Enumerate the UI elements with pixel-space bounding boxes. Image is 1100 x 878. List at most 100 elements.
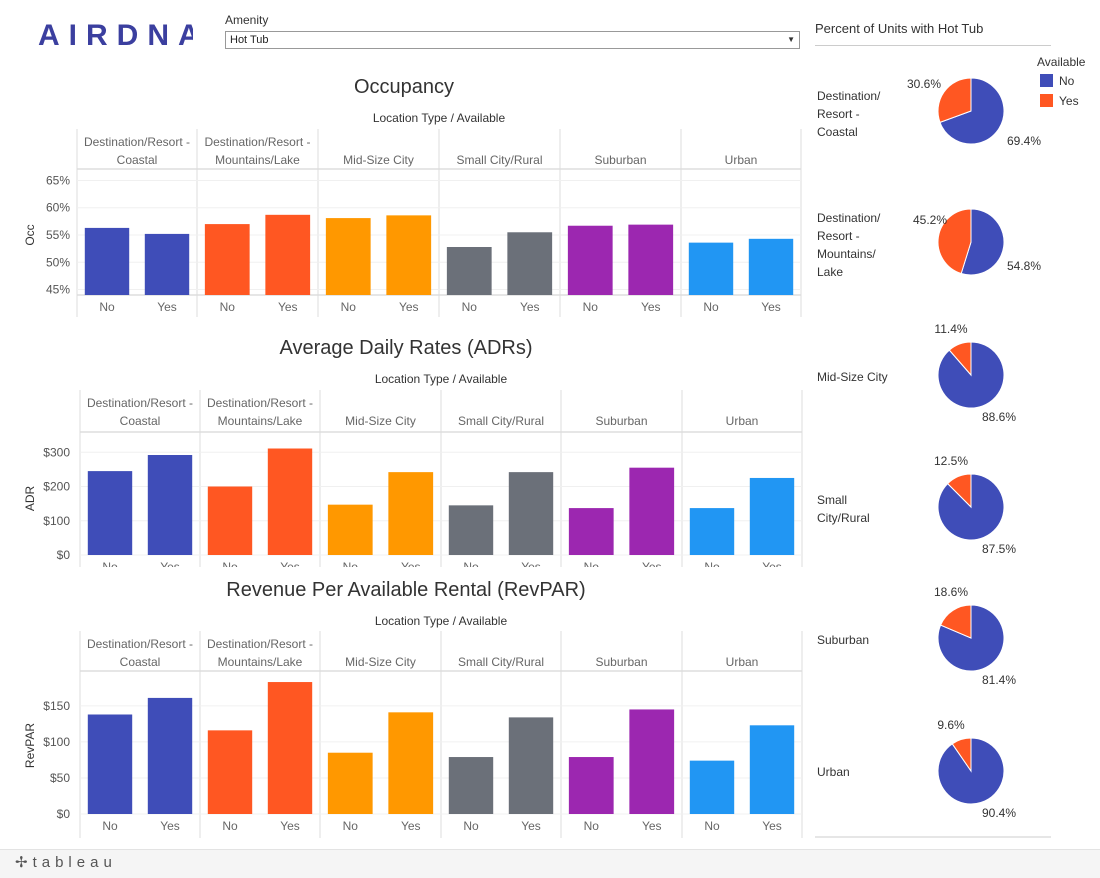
pie-slice-no[interactable] [939,77,1005,145]
bar[interactable] [204,224,250,295]
x-tick-label: No [583,300,599,314]
dropdown-arrow-icon[interactable]: ▼ [787,35,795,44]
y-tick-label: 45% [46,283,70,297]
y-tick-label: $0 [57,548,71,562]
bar[interactable] [749,477,795,555]
bar[interactable] [508,717,554,814]
pie-label-yes: 9.6% [937,718,965,732]
y-tick-label: 50% [46,255,70,269]
bar[interactable] [207,486,253,555]
bar[interactable] [207,730,253,814]
legend-item-yes[interactable]: Yes [1040,94,1079,108]
bar[interactable] [265,214,311,295]
bar[interactable] [689,760,735,814]
y-tick-label: $100 [43,514,70,528]
pie-slice-yes[interactable] [951,737,972,773]
y-axis-label: RevPAR [23,723,37,768]
category-label: Mid-Size City [345,655,416,669]
bar[interactable] [147,455,193,555]
bar[interactable] [688,242,734,295]
occupancy-chart: Occupancy Location Type / Available Occ 45%… [23,76,802,317]
x-tick-label: No [463,560,479,567]
pie-label-no: 81.4% [982,673,1016,687]
pie-slice-yes[interactable] [937,208,972,275]
category-label: Destination/Resort - [87,396,193,410]
pie-slice-yes[interactable] [939,604,972,639]
adr-chart: Average Daily Rates (ADRs) Location Type … [23,337,803,567]
category-label: Destination/Resort - [207,637,313,651]
column-header: Location Type / Available [375,614,508,628]
category-label: Destination/Resort - [84,135,190,149]
bar[interactable] [749,725,795,814]
chart-title: Revenue Per Available Rental (RevPAR) [226,579,585,601]
y-tick-label: $150 [43,699,70,713]
legend-swatch-no [1040,74,1053,87]
x-tick-label: No [704,819,720,833]
bar[interactable] [144,233,190,295]
y-tick-label: 55% [46,228,70,242]
x-tick-label: No [222,819,238,833]
bar[interactable] [388,472,434,555]
x-tick-label: No [99,300,115,314]
bar[interactable] [327,752,373,814]
pie-section-title: Percent of Units with Hot Tub [815,21,984,36]
x-tick-label: No [703,300,719,314]
bar[interactable] [327,504,373,555]
pie-category-label: Suburban [817,633,869,647]
pie-slice-no[interactable] [960,208,1005,276]
pie-category-label: Coastal [817,125,858,139]
y-tick-label: $300 [43,445,70,459]
x-tick-label: Yes [520,300,540,314]
pie-label-no: 88.6% [982,410,1016,424]
legend-item-no[interactable]: No [1040,74,1074,88]
pie-category-label: Small [817,493,847,507]
amenity-select[interactable]: Hot Tub ▼ [225,31,800,49]
pie-slice-yes[interactable] [937,77,972,124]
bar[interactable] [448,505,494,555]
amenity-filter-label: Amenity [225,13,269,27]
bar[interactable] [568,757,614,814]
footer-bar [0,849,1100,878]
bar[interactable] [386,215,432,295]
pie-category-label: City/Rural [817,511,870,525]
tableau-logo[interactable]: ✢tableau [15,853,117,871]
pie-category-label: Destination/ [817,89,881,103]
bar[interactable] [568,508,614,555]
x-tick-label: Yes [642,560,662,567]
bar[interactable] [84,227,130,295]
bar[interactable] [267,448,313,555]
pie-slice-yes[interactable] [948,341,972,377]
pie-category-label: Mid-Size City [817,370,888,384]
bar[interactable] [507,232,553,295]
bar[interactable] [689,508,735,555]
x-tick-label: Yes [401,560,421,567]
x-tick-label: Yes [641,300,661,314]
bar[interactable] [388,712,434,814]
bar[interactable] [147,697,193,814]
pie-slice-yes[interactable] [946,473,972,509]
bar[interactable] [508,472,554,555]
category-label: Small City/Rural [458,414,544,428]
bar[interactable] [629,467,675,555]
bar[interactable] [87,471,133,555]
bar[interactable] [446,247,492,295]
pie-category-label: Lake [817,265,843,279]
category-label: Mountains/Lake [215,153,300,167]
bar[interactable] [267,682,313,814]
bar[interactable] [325,218,371,295]
bar[interactable] [628,224,674,295]
category-label: Urban [726,414,759,428]
bar[interactable] [748,238,794,295]
bar[interactable] [567,225,613,295]
bar[interactable] [87,714,133,814]
category-label: Suburban [595,655,647,669]
x-tick-label: No [463,819,479,833]
category-label: Coastal [120,655,161,669]
category-label: Mountains/Lake [218,414,303,428]
x-tick-label: No [704,560,720,567]
x-tick-label: Yes [642,819,662,833]
category-label: Suburban [595,414,647,428]
tableau-text: tableau [32,854,117,871]
bar[interactable] [629,709,675,814]
bar[interactable] [448,757,494,814]
